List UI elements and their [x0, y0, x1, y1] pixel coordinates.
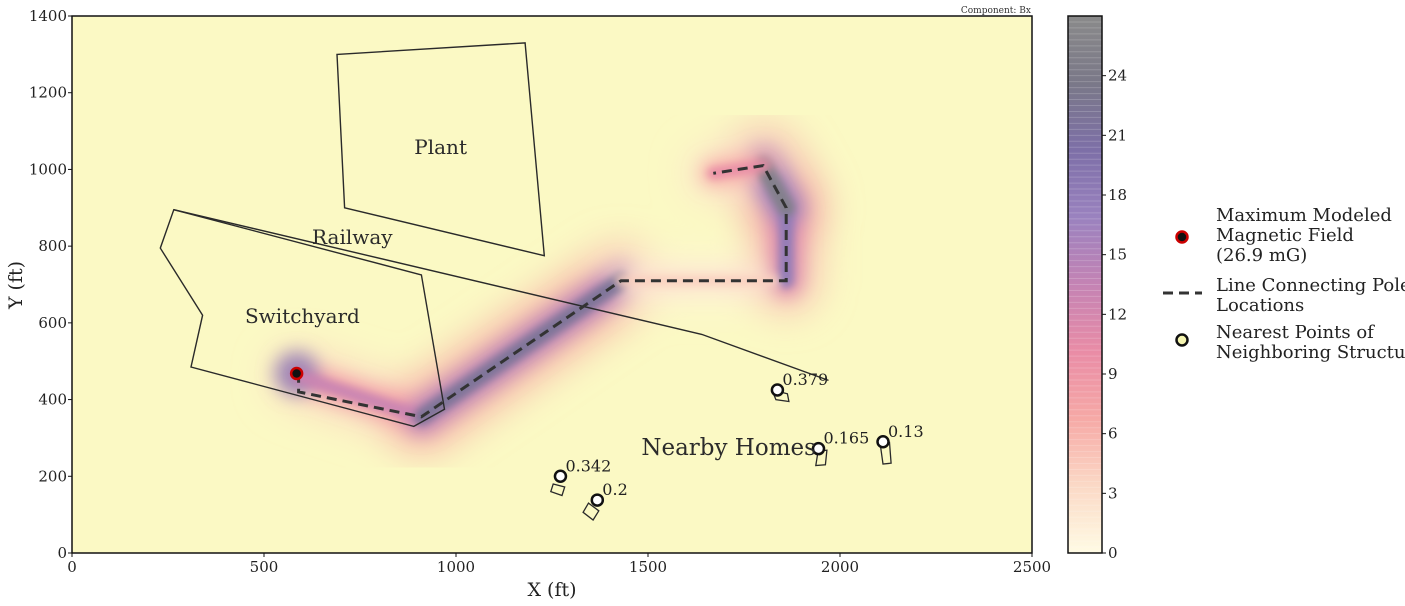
legend-label: Maximum Modeled	[1216, 205, 1392, 226]
pole-line	[297, 163, 788, 419]
x-axis: 0 500 1000 1500 2000 2500	[67, 553, 1051, 576]
home-outline	[582, 502, 600, 521]
region-labels: Plant Railway Switchyard Nearby Homes	[245, 135, 816, 461]
markers: 0.342 0.2 0.379 0.165 0.13	[289, 366, 924, 507]
y-tick-label: 0	[57, 544, 67, 562]
switchyard-outline	[159, 208, 446, 428]
x-tick-label: 1500	[629, 558, 667, 576]
x-tick-label: 0	[67, 558, 77, 576]
y-axis-title: Y (ft)	[5, 261, 27, 310]
legend-max-marker	[1175, 230, 1189, 244]
colorbar-tick-label: 18	[1108, 186, 1127, 204]
colorbar-tick-label: 3	[1108, 484, 1118, 502]
colorbar: 0 3 6 9 12 15 18 21 24	[1067, 15, 1127, 562]
y-tick-label: 1200	[29, 84, 67, 102]
x-tick-label: 2000	[821, 558, 859, 576]
x-tick-label: 500	[250, 558, 279, 576]
legend-label: Magnetic Field	[1216, 225, 1354, 246]
max-field-marker	[289, 366, 304, 381]
plant-outline	[336, 42, 546, 257]
plot-frame	[71, 15, 1033, 554]
legend-label: (26.9 mG)	[1216, 245, 1307, 266]
neighbor-value-label: 0.165	[823, 429, 869, 448]
y-axis: 0 200 400 600 800 1000 1200 1400	[29, 7, 72, 562]
legend-neighbor-marker	[1175, 333, 1189, 347]
plot-area: 0.342 0.2 0.379 0.165 0.13 Plant Railway Switc…	[71, 15, 1033, 554]
legend-label: Neighboring Structures	[1216, 342, 1405, 363]
colorbar-bands	[1068, 21, 1102, 548]
colorbar-tick-label: 6	[1108, 425, 1118, 443]
component-label: Component: Bx	[961, 6, 1031, 16]
region-label: Railway	[312, 225, 393, 249]
colorbar-tick-label: 0	[1108, 544, 1118, 562]
colorbar-tick-label: 15	[1108, 246, 1127, 264]
colorbar-tick-label: 12	[1108, 305, 1127, 323]
y-tick-label: 800	[38, 237, 67, 255]
structure-outlines	[159, 42, 892, 521]
region-label: Switchyard	[245, 304, 360, 328]
legend-label: Nearest Points of	[1216, 322, 1375, 343]
legend-label: Locations	[1216, 295, 1304, 316]
colorbar-frame	[1067, 15, 1103, 554]
colorbar-ticks: 0 3 6 9 12 15 18 21 24	[1102, 67, 1127, 562]
y-tick-label: 1400	[29, 7, 67, 25]
railway-line	[173, 209, 829, 382]
x-axis-title: X (ft)	[527, 579, 576, 601]
y-tick-label: 400	[38, 391, 67, 409]
y-tick-label: 600	[38, 314, 67, 332]
neighbor-point-marker	[811, 441, 826, 456]
colorbar-tick-label: 9	[1108, 365, 1118, 383]
y-tick-label: 1000	[29, 160, 67, 178]
pole-connecting-line	[297, 163, 788, 419]
x-tick-label: 2500	[1013, 558, 1051, 576]
neighbor-value-label: 0.13	[888, 422, 924, 441]
region-label: Plant	[414, 135, 467, 159]
home-outline	[549, 483, 566, 497]
region-label: Nearby Homes	[641, 435, 816, 461]
colorbar-gradient	[1068, 16, 1102, 553]
legend-label: Line Connecting Pole	[1216, 275, 1405, 296]
neighbor-value-label: 0.342	[565, 456, 611, 475]
neighbor-point-marker	[553, 469, 568, 484]
neighbor-point-marker	[590, 493, 605, 507]
neighbor-value-label: 0.379	[782, 370, 828, 389]
colorbar-tick-label: 24	[1108, 67, 1127, 85]
neighbor-point-marker	[770, 383, 785, 397]
y-tick-label: 200	[38, 467, 67, 485]
neighbor-value-label: 0.2	[602, 480, 627, 499]
x-tick-label: 1000	[437, 558, 475, 576]
neighbor-point-marker	[876, 435, 890, 449]
field-segment-core	[291, 369, 429, 424]
colorbar-tick-label: 21	[1108, 126, 1127, 144]
